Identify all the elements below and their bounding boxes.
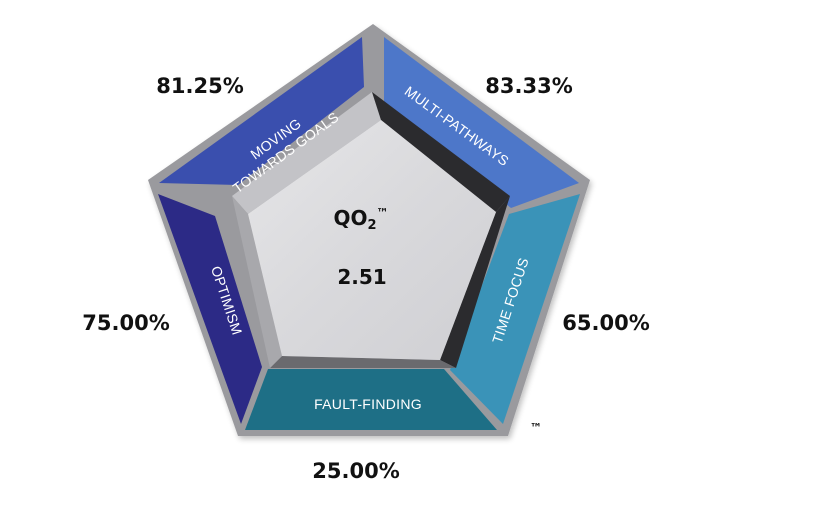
segment-time-focus xyxy=(450,194,580,424)
inner-face xyxy=(248,120,496,360)
segment-fault-finding xyxy=(245,369,497,430)
percent-optimism: 75.00% xyxy=(82,311,169,335)
inner-bevel-right xyxy=(372,92,510,212)
center-title: QO2™ xyxy=(333,206,388,233)
center-title-subscript: 2 xyxy=(367,218,376,233)
center-score: 2.51 xyxy=(337,265,386,289)
percent-multi-pathways: 83.33% xyxy=(485,74,572,98)
percent-moving-towards-goals: 81.25% xyxy=(156,74,243,98)
segment-label-fault-finding: FAULT-FINDING xyxy=(314,396,422,412)
trademark-mark: ™ xyxy=(530,421,542,435)
inner-bevel-right-lower xyxy=(440,196,510,368)
segment-optimism xyxy=(158,194,262,424)
percent-fault-finding: 25.00% xyxy=(312,459,399,483)
inner-bevel-light xyxy=(232,92,381,214)
segment-moving-towards-goals xyxy=(159,37,364,185)
inner-bevel-left xyxy=(232,196,282,368)
center-title-base: QO xyxy=(333,206,367,230)
center-title-tm: ™ xyxy=(377,206,389,220)
segment-multi-pathways xyxy=(384,37,579,208)
percent-time-focus: 65.00% xyxy=(562,311,649,335)
inner-bevel-bottom xyxy=(270,356,456,368)
